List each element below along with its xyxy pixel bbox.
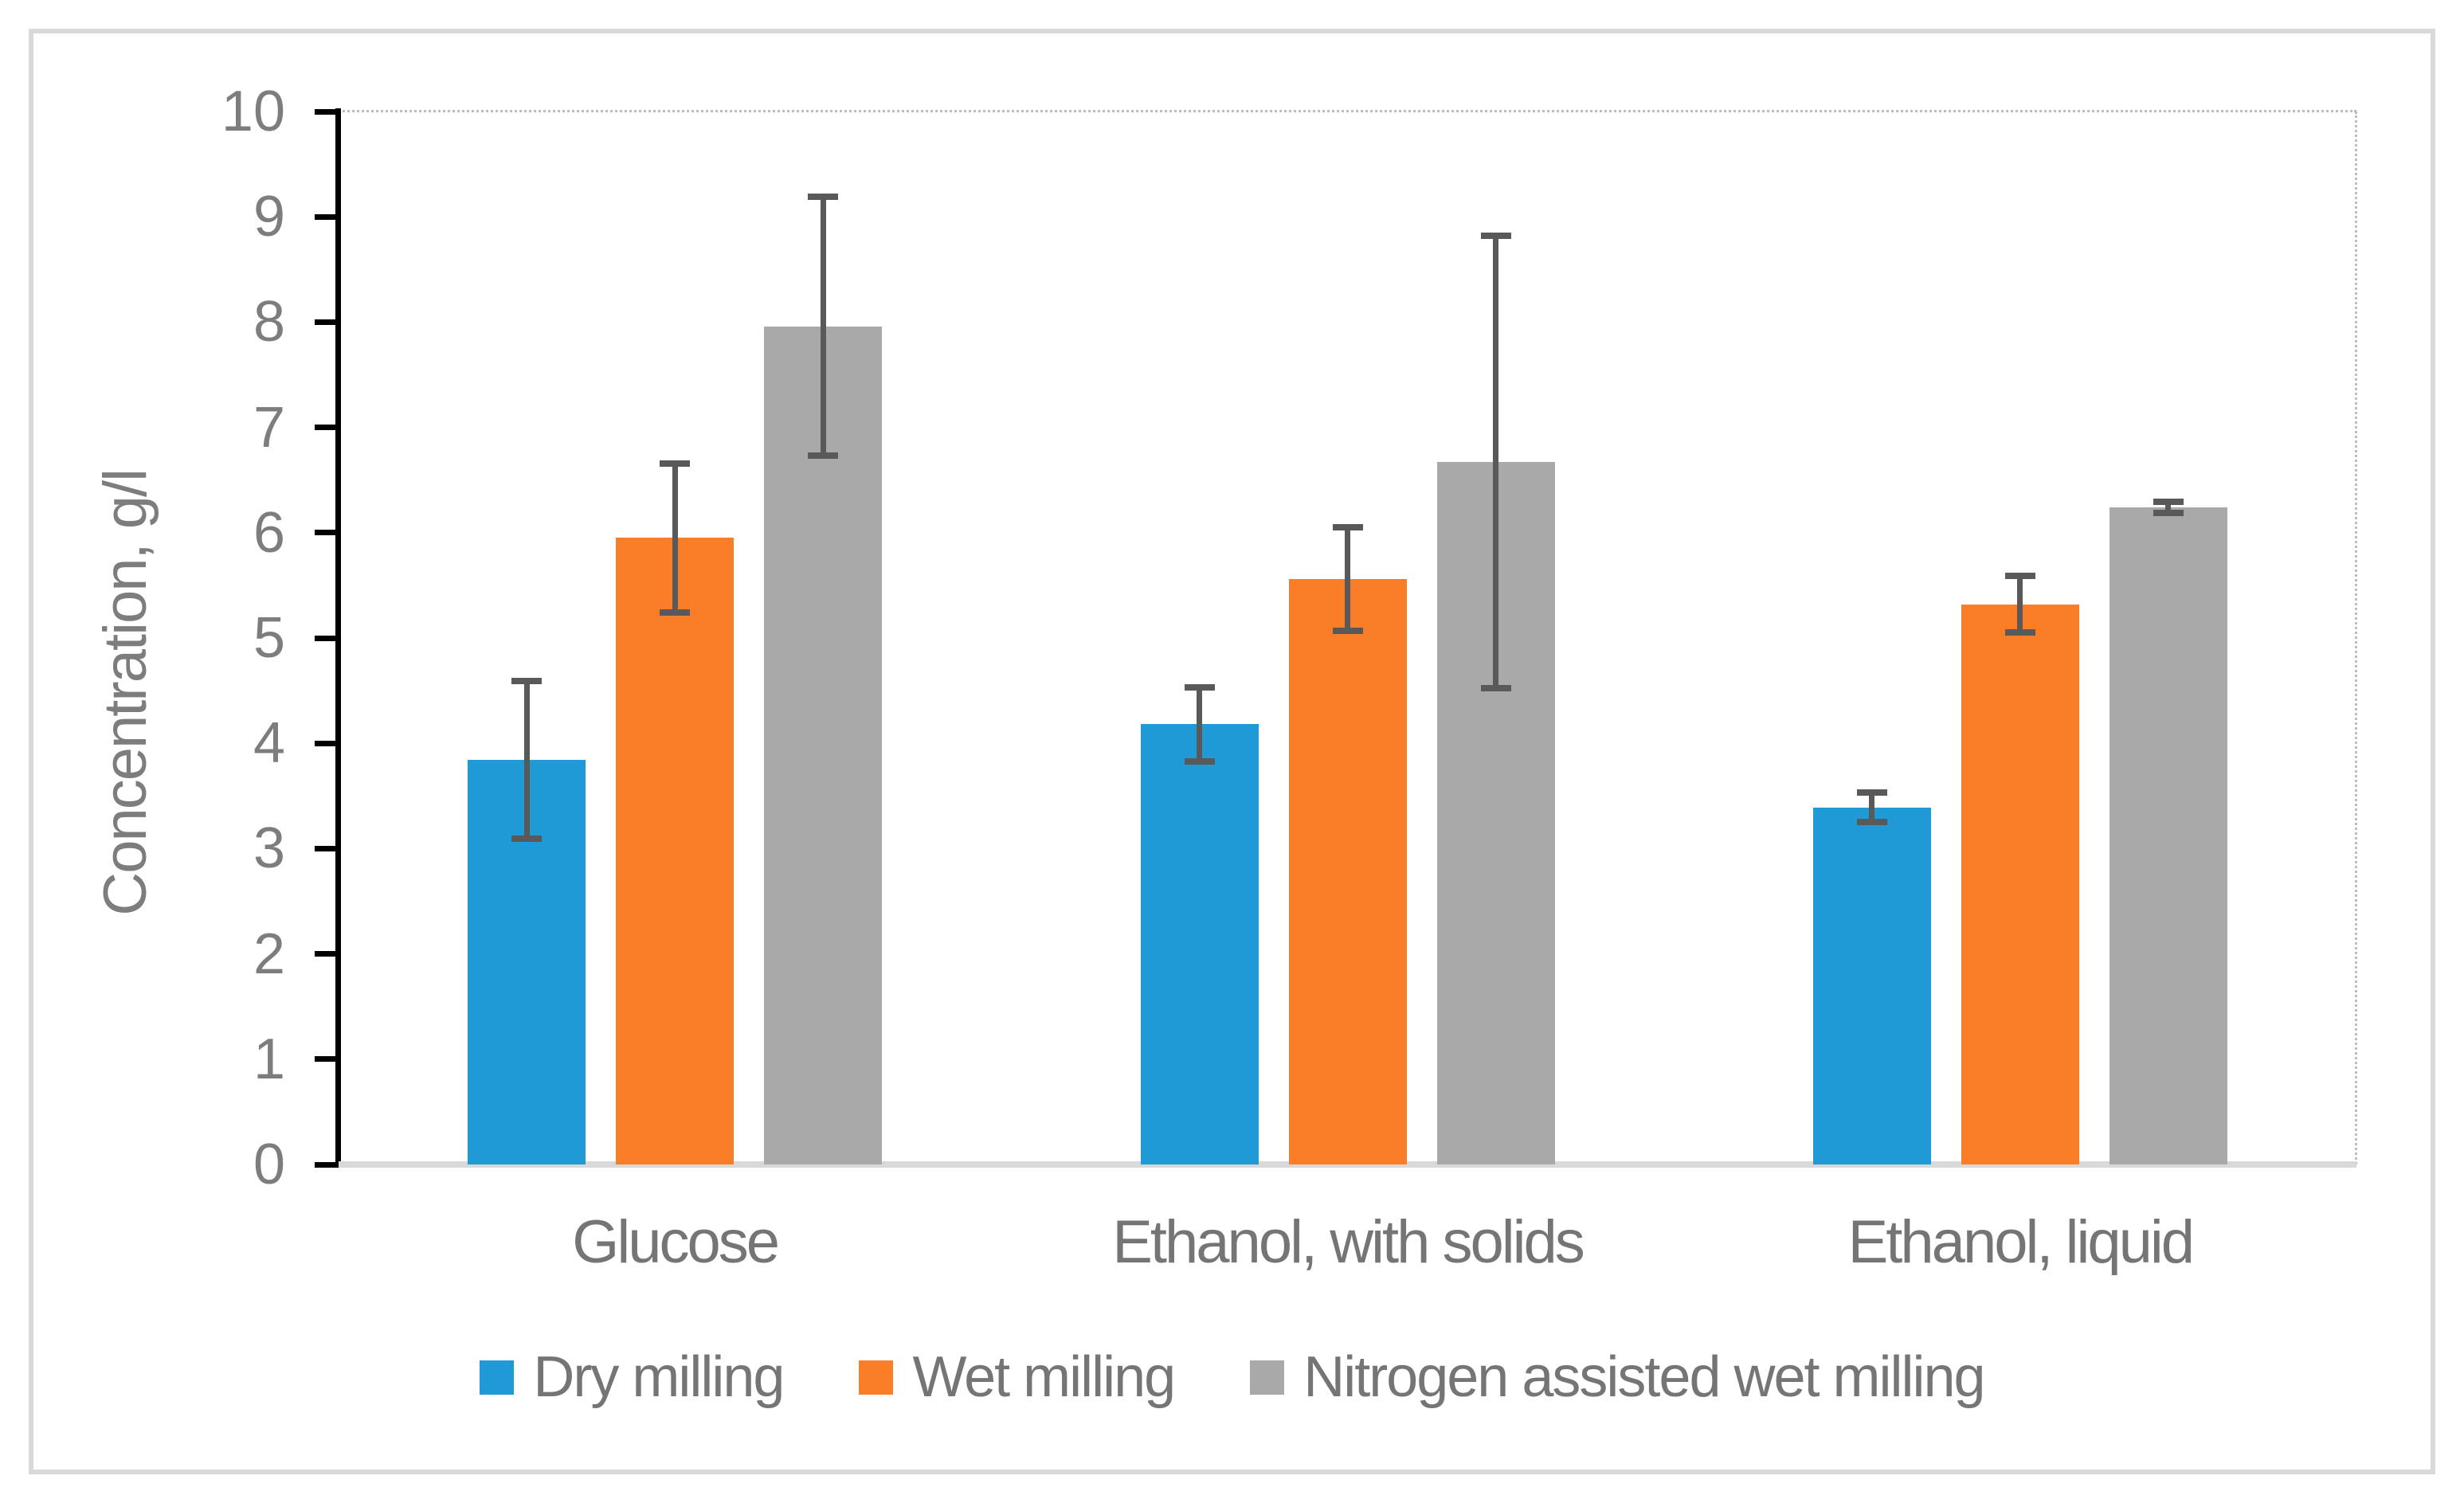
category-label-ethanol-liquid: Ethanol, liquid [1847,1208,2195,1276]
plot-area-top-border [339,110,2356,112]
plot-area-right-border [2355,112,2357,1164]
error-cap-bottom-wet-milling-glucose [660,609,691,616]
y-axis-tick-mark [315,108,339,115]
error-cap-top-dry-milling-ethanol-with-solids [1184,684,1215,691]
error-bar-dry-milling-glucose [523,678,530,843]
error-cap-bottom-dry-milling-glucose [511,836,543,843]
error-cap-top-wet-milling-ethanol-with-solids [1332,524,1363,531]
legend-swatch-dry-milling-icon [480,1360,515,1395]
legend-item-nitrogen-assisted-wet-milling: Nitrogen assisted wet milling [1250,1344,1986,1410]
error-cap-bottom-dry-milling-ethanol-with-solids [1184,757,1215,765]
bar-wet-milling-ethanol-liquid [1961,604,2079,1164]
legend-swatch-wet-milling-icon [859,1360,894,1395]
y-tick-label-1: 1 [253,1027,285,1091]
error-bar-nitrogen-assisted-wet-milling-ethanol-with-solids [1493,233,1498,692]
category-label-ethanol-with-solids: Ethanol, with solids [1112,1208,1585,1276]
y-tick-label-4: 4 [253,711,285,776]
error-bar-wet-milling-ethanol-with-solids [1345,524,1350,634]
bar-dry-milling-ethanol-with-solids [1140,724,1259,1164]
y-axis-tick-mark [315,319,339,325]
y-axis-tick-mark [315,425,339,431]
error-cap-bottom-dry-milling-ethanol-liquid [1856,819,1887,826]
y-axis-tick-mark [315,1161,339,1168]
legend-item-dry-milling: Dry milling [480,1344,785,1410]
legend-label-nitrogen-assisted-wet-milling: Nitrogen assisted wet milling [1303,1345,1985,1409]
legend-swatch-nitrogen-assisted-wet-milling-icon [1250,1360,1285,1395]
error-cap-top-nitrogen-assisted-wet-milling-ethanol-liquid [2153,499,2184,506]
error-bar-wet-milling-glucose [672,460,678,616]
legend-item-wet-milling: Wet milling [859,1344,1176,1410]
error-bar-nitrogen-assisted-wet-milling-ethanol-liquid [2165,499,2172,516]
y-tick-label-8: 8 [253,290,285,354]
legend-label-dry-milling: Dry milling [533,1345,785,1409]
y-tick-label-7: 7 [253,395,285,460]
legend: Dry milling Wet milling Nitrogen assiste… [0,1344,2464,1410]
y-axis-tick-mark [315,1056,339,1063]
error-bar-wet-milling-ethanol-liquid [2017,573,2023,636]
y-tick-label-0: 0 [253,1133,285,1196]
bar-nitrogen-assisted-wet-milling-ethanol-liquid [2109,507,2227,1164]
bar-wet-milling-glucose [616,538,734,1164]
category-label-glucose: Glucose [572,1208,780,1276]
error-cap-bottom-wet-milling-ethanol-with-solids [1332,627,1363,634]
bar-wet-milling-ethanol-with-solids [1288,578,1407,1164]
error-cap-bottom-nitrogen-assisted-wet-milling-ethanol-with-solids [1480,685,1511,692]
y-axis-tick-mark [315,213,339,220]
bar-dry-milling-ethanol-liquid [1812,807,1931,1164]
error-bar-dry-milling-ethanol-with-solids [1197,684,1202,765]
y-tick-label-2: 2 [253,922,285,986]
y-axis-tick-mark [315,740,339,746]
y-tick-label-3: 3 [253,816,285,881]
error-cap-top-dry-milling-ethanol-liquid [1856,789,1887,797]
error-cap-top-nitrogen-assisted-wet-milling-ethanol-with-solids [1480,233,1511,240]
bar-nitrogen-assisted-wet-milling-glucose [764,326,883,1164]
error-cap-top-nitrogen-assisted-wet-milling-glucose [808,194,839,201]
y-tick-label-9: 9 [253,185,285,249]
error-cap-bottom-nitrogen-assisted-wet-milling-ethanol-liquid [2153,509,2184,516]
figure-border [29,29,2435,1474]
y-tick-label-10: 10 [221,80,285,143]
error-bar-nitrogen-assisted-wet-milling-glucose [820,194,826,460]
x-axis-baseline [339,1161,2356,1168]
error-cap-top-wet-milling-ethanol-liquid [2004,573,2035,580]
y-tick-label-6: 6 [253,500,285,565]
y-axis-tick-mark [315,845,339,851]
error-cap-bottom-nitrogen-assisted-wet-milling-glucose [808,452,839,460]
y-axis-tick-mark [315,530,339,536]
error-cap-bottom-wet-milling-ethanol-liquid [2004,629,2035,636]
error-bar-dry-milling-ethanol-liquid [1869,789,1875,826]
error-cap-top-wet-milling-glucose [660,460,691,467]
y-axis-tick-mark [315,635,339,641]
y-axis-tick-mark [315,951,339,957]
error-cap-top-dry-milling-glucose [511,678,543,685]
legend-label-wet-milling: Wet milling [912,1345,1176,1409]
y-tick-label-5: 5 [253,606,285,670]
